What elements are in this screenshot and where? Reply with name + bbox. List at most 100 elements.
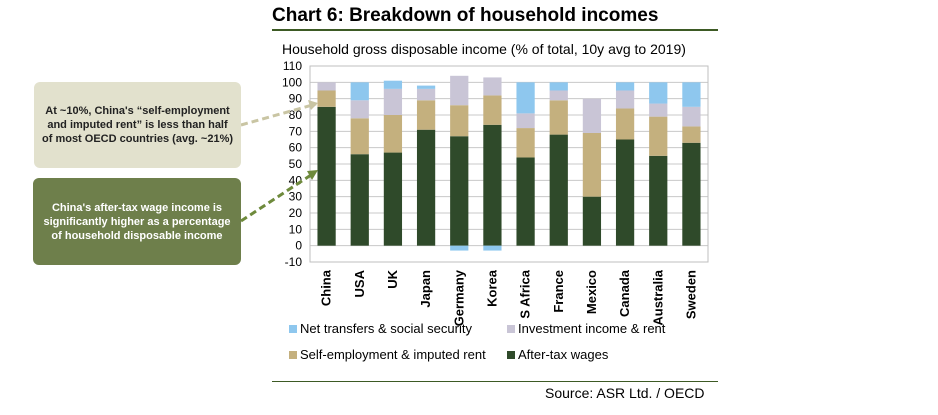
callout-self-employment-note: At ~10%, China's “self-employment and im…: [34, 82, 241, 168]
legend-label-wages: After-tax wages: [518, 347, 609, 362]
callout-arrows: [240, 100, 318, 223]
y-tick-label: 30: [289, 190, 303, 204]
title-rule: [272, 29, 718, 31]
callout-wage-arrow: [240, 171, 315, 223]
x-tick-label: Sweden: [683, 270, 698, 319]
bar-self_employment-canada: [615, 108, 635, 140]
x-tick-label: Germany: [451, 269, 466, 326]
bar-investment-uk: [383, 88, 403, 115]
y-tick-label: 60: [289, 141, 303, 155]
bar-transfers-germany: [450, 245, 469, 251]
bar-transfers-japan: [416, 85, 436, 89]
bar-investment-japan: [416, 88, 436, 101]
y-tick-label: 20: [289, 206, 303, 220]
y-tick-label: 50: [289, 157, 303, 171]
bar-investment-australia: [649, 103, 668, 117]
bar-self_employment-germany: [450, 105, 469, 137]
callout-rent-arrow: [240, 102, 317, 127]
x-tick-label: Korea: [484, 269, 499, 307]
legend-swatch-wages: [507, 350, 515, 359]
callout-wage-note: China's after-tax wage income is signifi…: [33, 178, 241, 265]
bar-self_employment-usa: [350, 118, 369, 155]
y-tick-label: -10: [285, 255, 303, 269]
grid-layer: [309, 65, 709, 263]
y-tick-label: 70: [289, 124, 303, 138]
legend-swatch-investment: [507, 324, 515, 333]
bar-transfers-france: [549, 82, 568, 91]
bar-self_employment-sweden: [682, 126, 701, 143]
bar-wages-germany: [450, 136, 469, 246]
bar-self_employment-australia: [649, 116, 668, 156]
y-tick-label: 0: [295, 239, 302, 253]
bar-investment-korea: [483, 77, 502, 96]
bar-transfers-uk: [383, 80, 403, 89]
y-tick-label: 90: [289, 92, 303, 106]
bar-transfers-sweden: [682, 82, 701, 107]
bar-wages-france: [549, 134, 568, 246]
x-tick-label: Australia: [650, 269, 665, 325]
x-tick-label: China: [319, 269, 334, 306]
bar-self_employment-mexico: [582, 132, 602, 197]
bar-investment-usa: [350, 100, 369, 119]
legend-investment: Investment income & rent: [507, 321, 665, 336]
bar-wages-canada: [615, 139, 635, 246]
bar-transfers-s-africa: [516, 82, 535, 114]
bars-layer: [317, 75, 701, 251]
legend-label-transfers: Net transfers & social security: [300, 321, 472, 336]
bar-wages-korea: [483, 124, 502, 246]
y-tick-label: 80: [289, 108, 303, 122]
chart-subtitle: Household gross disposable income (% of …: [282, 41, 686, 57]
bar-self_employment-china: [317, 90, 336, 107]
bar-investment-germany: [450, 75, 469, 106]
bar-investment-france: [549, 90, 568, 101]
legend-label-investment: Investment income & rent: [518, 321, 666, 336]
source-note: Source: ASR Ltd. / OECD: [545, 385, 705, 401]
bar-investment-sweden: [682, 106, 701, 127]
x-axis: China USA UK Japan Germany Korea S Africa Franc…: [319, 269, 699, 326]
x-tick-label: Mexico: [584, 270, 599, 314]
callout-rent-arrowhead: [308, 100, 318, 110]
bar-self_employment-s-africa: [516, 128, 535, 158]
bar-transfers-usa: [350, 82, 369, 101]
bar-wages-china: [317, 106, 336, 246]
bar-investment-china: [317, 82, 336, 91]
legend-swatch-self-employment: [289, 350, 297, 359]
x-tick-label: UK: [385, 269, 400, 288]
bar-wages-usa: [350, 154, 369, 246]
bar-wages-uk: [383, 152, 403, 246]
bar-wages-s-africa: [516, 157, 535, 246]
y-tick-label: 10: [289, 222, 303, 236]
x-tick-label: USA: [352, 269, 367, 297]
y-tick-label: 100: [282, 75, 302, 89]
bar-wages-japan: [416, 129, 436, 246]
bar-transfers-canada: [615, 82, 635, 91]
bar-self_employment-uk: [383, 115, 403, 153]
bar-wages-mexico: [582, 196, 602, 246]
bar-investment-canada: [615, 90, 635, 109]
bar-self_employment-korea: [483, 95, 502, 125]
x-tick-label: France: [551, 270, 566, 313]
bar-transfers-korea: [483, 245, 502, 251]
bar-wages-australia: [649, 155, 668, 246]
legend-swatch-transfers: [289, 324, 297, 333]
bar-transfers-australia: [649, 82, 668, 104]
legend-transfers: Net transfers & social security: [289, 321, 472, 336]
bottom-rule: [272, 381, 718, 382]
x-tick-label: Canada: [617, 269, 632, 317]
bar-wages-sweden: [682, 142, 701, 246]
legend-wages: After-tax wages: [507, 347, 608, 362]
bar-self_employment-japan: [416, 100, 436, 130]
chart-title: Chart 6: Breakdown of household incomes: [272, 5, 659, 26]
x-tick-label: Japan: [418, 270, 433, 308]
plot-frame: [309, 65, 709, 263]
callout-wage-arrowhead: [307, 170, 318, 180]
bar-investment-s-africa: [516, 113, 535, 129]
legend-label-self-employment: Self-employment & imputed rent: [300, 347, 486, 362]
bar-self_employment-france: [549, 100, 568, 135]
y-tick-label: 110: [283, 59, 302, 73]
legend-self-employment: Self-employment & imputed rent: [289, 347, 486, 362]
x-tick-label: S Africa: [518, 269, 533, 318]
bar-investment-mexico: [582, 98, 602, 133]
